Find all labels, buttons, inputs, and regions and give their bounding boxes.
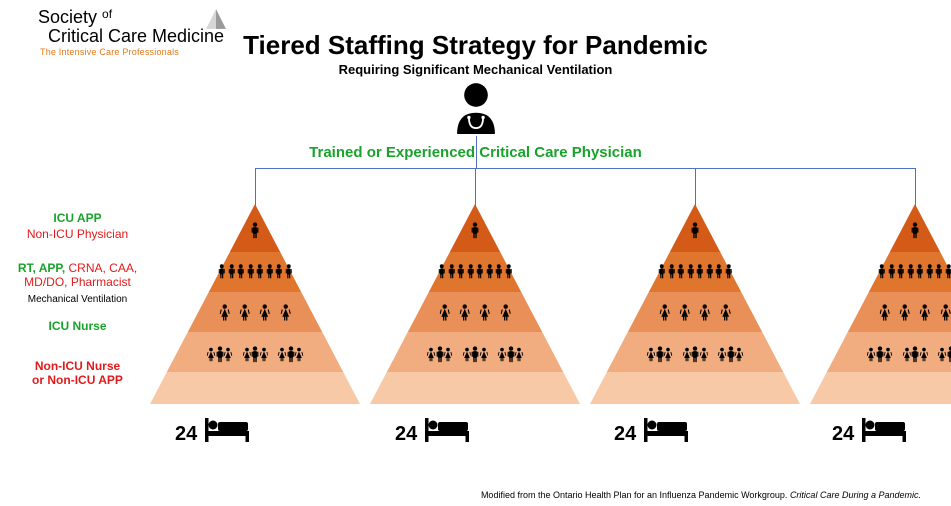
bed-count: 24	[614, 416, 690, 452]
people-row	[878, 264, 951, 279]
page-title: Tiered Staffing Strategy for Pandemic	[0, 30, 951, 61]
bed-icon	[423, 416, 471, 452]
people-row	[218, 264, 292, 279]
bed-count: 24	[395, 416, 471, 452]
bed-icon	[860, 416, 908, 452]
logo-word-of: of	[102, 7, 112, 21]
logo-line1: Society of	[38, 8, 224, 27]
bed-icon	[642, 416, 690, 452]
people-row	[207, 346, 304, 363]
physician-icon	[452, 82, 500, 134]
people-row	[440, 304, 511, 321]
people-row	[471, 222, 480, 239]
people-row	[658, 264, 732, 279]
logo-word-society: Society	[38, 7, 97, 27]
staffing-pyramid	[590, 204, 800, 404]
staffing-pyramid	[370, 204, 580, 404]
people-row	[647, 346, 744, 363]
staffing-pyramid	[810, 204, 951, 404]
bed-number: 24	[175, 423, 197, 446]
people-row	[438, 264, 512, 279]
people-row	[427, 346, 524, 363]
footnote-citation: Critical Care During a Pandemic.	[790, 490, 921, 500]
page-root: Society of Critical Care Medicine The In…	[0, 0, 951, 506]
footnote-prefix: Modified from the Ontario Health Plan fo…	[481, 490, 790, 500]
bed-count: 24	[832, 416, 908, 452]
bed-count: 24	[175, 416, 251, 452]
people-row	[691, 222, 700, 239]
bed-number: 24	[832, 423, 854, 446]
footnote: Modified from the Ontario Health Plan fo…	[481, 490, 921, 500]
bed-number: 24	[614, 423, 636, 446]
bed-icon	[203, 416, 251, 452]
bed-number: 24	[395, 423, 417, 446]
people-row	[911, 222, 920, 239]
people-row	[660, 304, 731, 321]
people-row	[220, 304, 291, 321]
supervisor-label: Trained or Experienced Critical Care Phy…	[0, 144, 951, 161]
people-row	[251, 222, 260, 239]
pyramids-row	[0, 204, 951, 434]
people-row	[880, 304, 951, 321]
bracket-bar	[255, 168, 915, 209]
logo-triangle-icon	[205, 8, 227, 30]
bed-row: 24 24 24 24	[0, 416, 951, 456]
people-row	[867, 346, 951, 363]
page-subtitle: Requiring Significant Mechanical Ventila…	[0, 62, 951, 77]
staffing-pyramid	[150, 204, 360, 404]
